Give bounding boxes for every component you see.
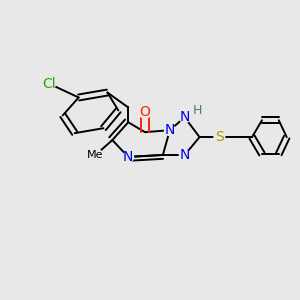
- Circle shape: [193, 106, 202, 115]
- Text: N: N: [165, 123, 175, 137]
- Circle shape: [179, 150, 190, 160]
- Text: O: O: [140, 105, 151, 119]
- Text: N: N: [123, 150, 134, 164]
- Text: N: N: [179, 110, 190, 124]
- Text: S: S: [215, 130, 224, 144]
- Circle shape: [179, 112, 190, 123]
- Text: N: N: [179, 148, 190, 162]
- Circle shape: [214, 132, 225, 142]
- Text: Me: Me: [87, 150, 104, 160]
- Circle shape: [89, 148, 102, 161]
- Text: H: H: [193, 104, 202, 117]
- Circle shape: [139, 106, 151, 118]
- Text: Cl: Cl: [42, 76, 56, 91]
- Circle shape: [164, 125, 175, 136]
- Circle shape: [123, 152, 134, 162]
- Circle shape: [42, 77, 56, 90]
